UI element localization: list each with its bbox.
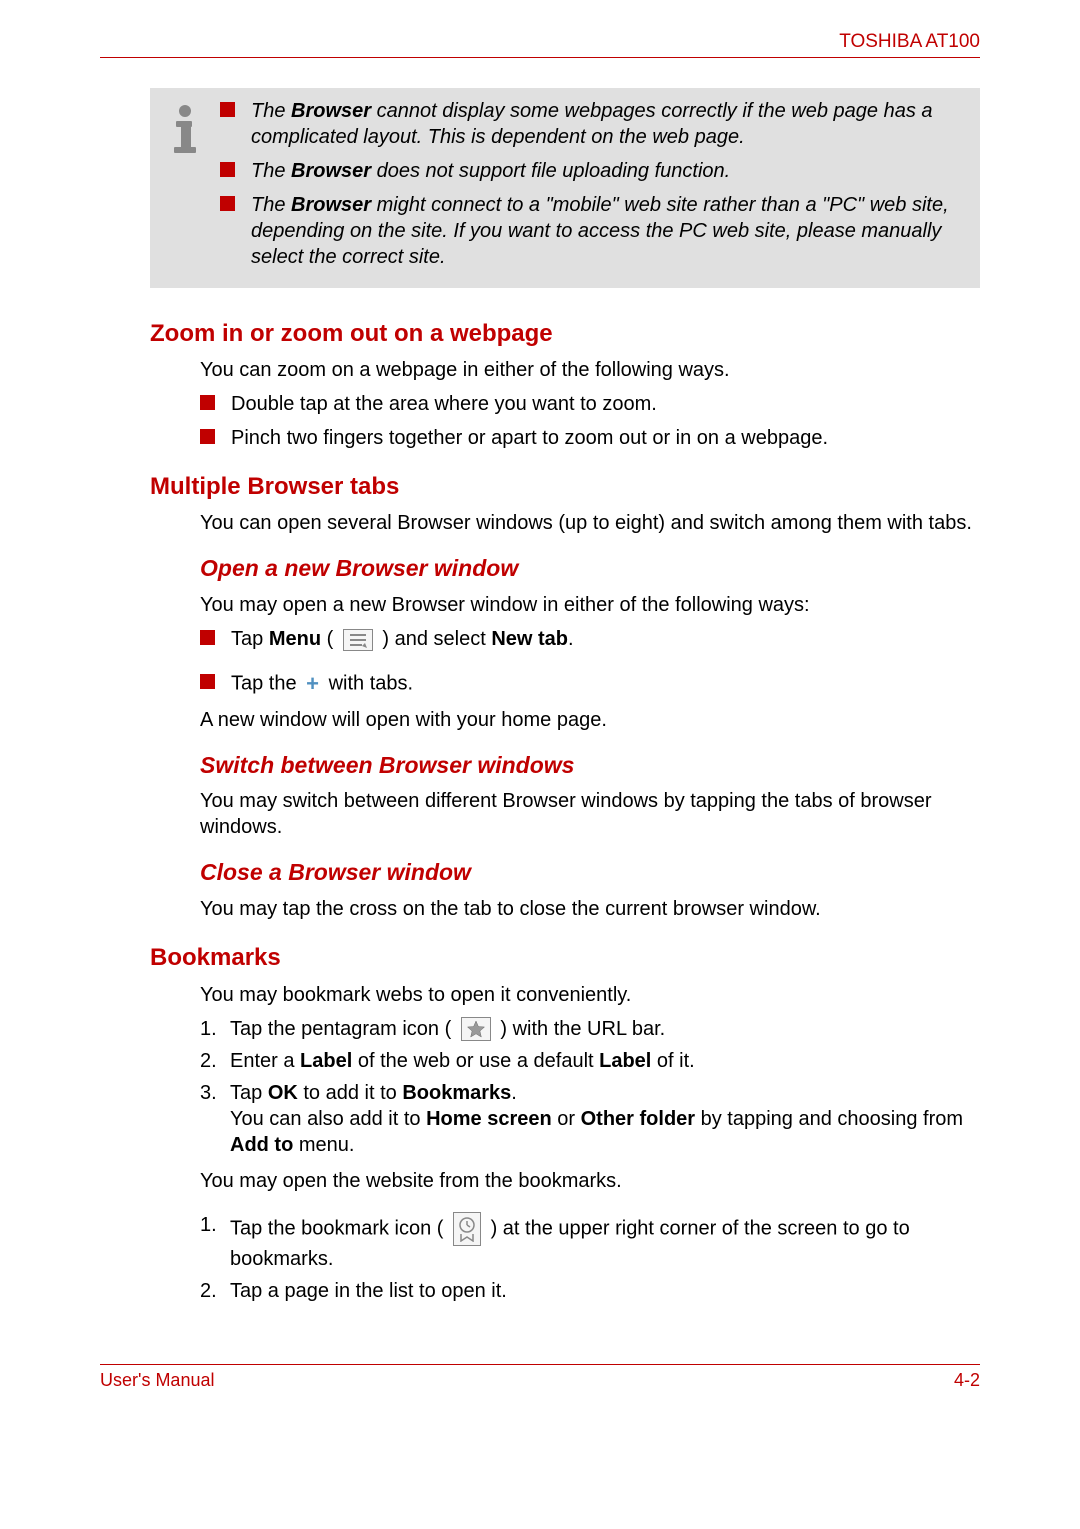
list-item: 1. Tap the pentagram icon ( ) with the U…: [200, 1016, 980, 1042]
list-item: Double tap at the area where you want to…: [200, 391, 980, 417]
note-text: The: [251, 160, 291, 182]
list-text: .: [511, 1082, 517, 1104]
star-icon: [461, 1017, 491, 1041]
note-text: The: [251, 194, 291, 216]
list-text-bold: Add to: [230, 1134, 293, 1156]
list-number: 1.: [200, 1212, 230, 1238]
list-number: 2.: [200, 1048, 230, 1074]
note-text-bold: Browser: [291, 100, 371, 122]
section-heading-bookmarks: Bookmarks: [150, 942, 980, 973]
footer: User's Manual 4-2: [100, 1364, 980, 1392]
list-item: 2. Enter a Label of the web or use a def…: [200, 1048, 980, 1074]
list-item: Pinch two fingers together or apart to z…: [200, 425, 980, 451]
sub-heading-open: Open a new Browser window: [200, 554, 980, 584]
list-text: with tabs.: [329, 673, 413, 695]
list-text: (: [321, 628, 339, 650]
sub-heading-close: Close a Browser window: [200, 858, 980, 888]
note-item: The Browser does not support file upload…: [220, 158, 965, 184]
body-text: You may open a new Browser window in eit…: [200, 592, 980, 618]
list-text-bold: Label: [300, 1050, 352, 1072]
square-bullet-icon: [220, 102, 235, 117]
note-text-bold: Browser: [291, 194, 371, 216]
square-bullet-icon: [200, 630, 215, 645]
square-bullet-icon: [200, 429, 215, 444]
list-text: You can also add it to: [230, 1108, 426, 1130]
note-text-bold: Browser: [291, 160, 371, 182]
list-text: Tap: [230, 1082, 268, 1104]
list-text: Tap the bookmark icon (: [230, 1217, 443, 1239]
list-text-bold: Other folder: [581, 1108, 695, 1130]
list-text: or: [552, 1108, 581, 1130]
list-text: of the web or use a default: [352, 1050, 599, 1072]
plus-icon: +: [306, 670, 319, 699]
square-bullet-icon: [200, 395, 215, 410]
header-rule: [100, 57, 980, 58]
section-heading-tabs: Multiple Browser tabs: [150, 471, 980, 502]
list-text: of it.: [651, 1050, 694, 1072]
list-item: Tap the + with tabs.: [200, 670, 980, 699]
section-heading-zoom: Zoom in or zoom out on a webpage: [150, 318, 980, 349]
sub-heading-switch: Switch between Browser windows: [200, 751, 980, 781]
body-text: You may tap the cross on the tab to clos…: [200, 896, 980, 922]
list-text: Tap the pentagram icon (: [230, 1018, 457, 1040]
footer-left: User's Manual: [100, 1369, 214, 1392]
list-text: ) and select: [382, 628, 491, 650]
list-text-bold: Bookmarks: [402, 1082, 511, 1104]
menu-icon: [343, 629, 373, 651]
info-icon: [150, 98, 220, 155]
list-text: to add it to: [298, 1082, 403, 1104]
list-text: by tapping and choosing from: [695, 1108, 963, 1130]
list-text: Tap a page in the list to open it.: [230, 1278, 507, 1304]
list-item: 3. Tap OK to add it to Bookmarks. You ca…: [200, 1080, 980, 1158]
note-text: The: [251, 100, 291, 122]
list-text: Pinch two fingers together or apart to z…: [231, 425, 828, 451]
footer-page-number: 4-2: [954, 1369, 980, 1392]
list-text: Double tap at the area where you want to…: [231, 391, 657, 417]
body-text: A new window will open with your home pa…: [200, 707, 980, 733]
list-text: Tap: [231, 628, 269, 650]
list-item: 2. Tap a page in the list to open it.: [200, 1278, 980, 1304]
list-text-bold: Menu: [269, 628, 321, 650]
list-item: 1. Tap the bookmark icon ( ) at the uppe…: [200, 1212, 980, 1272]
list-text-bold: Label: [599, 1050, 651, 1072]
square-bullet-icon: [220, 162, 235, 177]
square-bullet-icon: [220, 196, 235, 211]
note-item: The Browser might connect to a "mobile" …: [220, 192, 965, 270]
header-model: TOSHIBA AT100: [100, 30, 980, 57]
list-number: 3.: [200, 1080, 230, 1106]
body-text: You can zoom on a webpage in either of t…: [200, 357, 980, 383]
body-text: You may bookmark webs to open it conveni…: [200, 982, 980, 1008]
body-text: You may open the website from the bookma…: [200, 1168, 980, 1194]
list-number: 2.: [200, 1278, 230, 1304]
list-text-bold: Home screen: [426, 1108, 552, 1130]
square-bullet-icon: [200, 674, 215, 689]
list-text-bold: New tab: [491, 628, 568, 650]
list-text: .: [568, 628, 574, 650]
body-text: You can open several Browser windows (up…: [200, 510, 980, 536]
body-text: You may switch between different Browser…: [200, 788, 980, 840]
list-text-bold: OK: [268, 1082, 298, 1104]
list-text: menu.: [293, 1134, 354, 1156]
bookmark-icon: [453, 1212, 481, 1246]
list-item: Tap Menu ( ) and select New tab.: [200, 626, 980, 652]
note-item: The Browser cannot display some webpages…: [220, 98, 965, 150]
note-text: does not support file uploading function…: [371, 160, 730, 182]
list-text: Tap the: [231, 673, 302, 695]
list-text: ) with the URL bar.: [500, 1018, 665, 1040]
note-box: The Browser cannot display some webpages…: [150, 88, 980, 288]
list-number: 1.: [200, 1016, 230, 1042]
list-text: Enter a: [230, 1050, 300, 1072]
